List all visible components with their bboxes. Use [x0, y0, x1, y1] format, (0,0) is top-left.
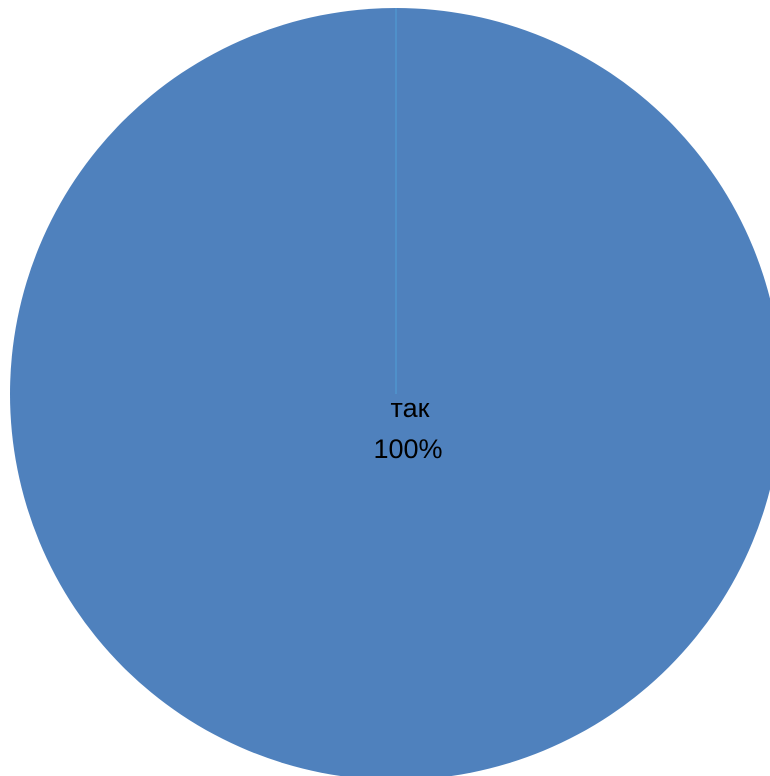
slice-label-category: так — [391, 393, 430, 423]
pie-slice-0 — [10, 8, 770, 776]
pie-slices — [10, 8, 770, 776]
pie-labels: так 100% — [373, 393, 442, 464]
slice-label-percent: 100% — [373, 434, 442, 464]
